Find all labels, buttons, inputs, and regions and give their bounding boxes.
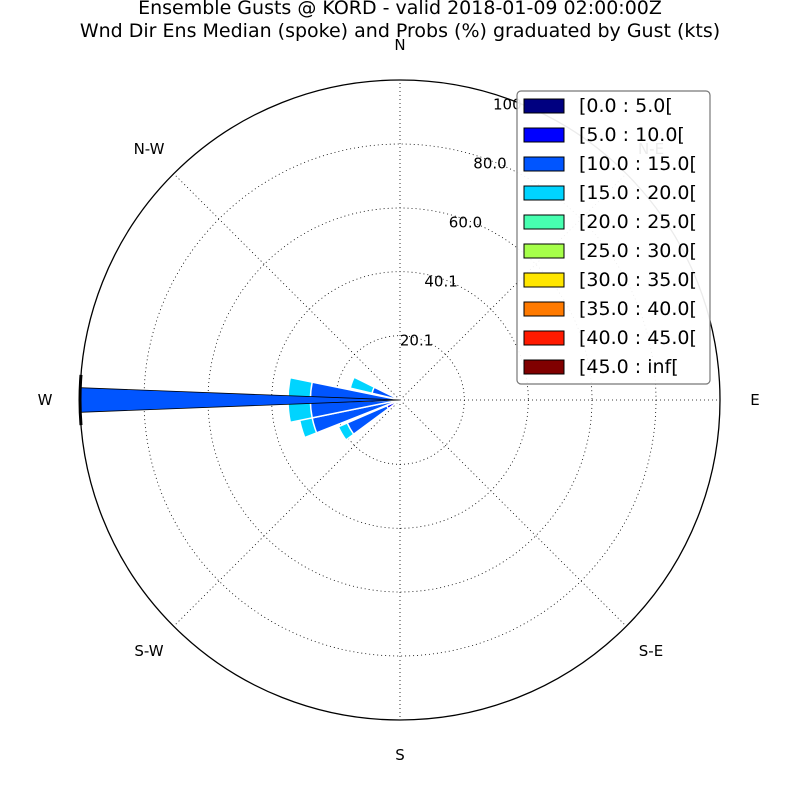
- legend-swatch: [523, 156, 565, 172]
- legend-label: [5.0 : 10.0[: [579, 124, 685, 146]
- chart-title: Ensemble Gusts @ KORD - valid 2018-01-09…: [138, 0, 662, 19]
- direction-label: E: [750, 391, 759, 409]
- legend-label: [0.0 : 5.0[: [579, 95, 673, 117]
- direction-label: W: [38, 391, 53, 409]
- legend-swatch: [523, 359, 565, 375]
- grid-spoke: [173, 399, 401, 627]
- legend-swatch: [523, 214, 565, 230]
- legend-swatch: [523, 185, 565, 201]
- chart-subtitle: Wnd Dir Ens Median (spoke) and Probs (%)…: [80, 20, 720, 42]
- rose-bar: [371, 386, 401, 401]
- direction-label: N: [394, 36, 405, 54]
- rose-bars: [287, 376, 401, 442]
- radial-tick-label: 60.0: [449, 214, 482, 232]
- legend-swatch: [523, 243, 565, 259]
- grid-spoke: [399, 399, 627, 627]
- radial-tick-label: 40.1: [424, 272, 457, 290]
- legend-label: [30.0 : 35.0[: [579, 269, 697, 291]
- legend-swatch: [523, 127, 565, 143]
- legend-swatch: [523, 98, 565, 114]
- polar-outer-circle: [79, 79, 721, 721]
- direction-label: S-E: [639, 642, 663, 660]
- legend-frame: [516, 90, 711, 385]
- legend-label: [20.0 : 25.0[: [579, 211, 697, 233]
- legend-label: [40.0 : 45.0[: [579, 327, 697, 349]
- grid-spoke: [173, 173, 401, 401]
- legend-swatch: [523, 272, 565, 288]
- legend-label: [15.0 : 20.0[: [579, 182, 697, 204]
- legend-label: [35.0 : 40.0[: [579, 298, 697, 320]
- legend-label: [45.0 : inf[: [579, 356, 679, 378]
- direction-label: N-W: [134, 140, 165, 158]
- radial-tick-label: 80.0: [473, 155, 506, 173]
- legend-label: [25.0 : 30.0[: [579, 240, 697, 262]
- direction-label: S-W: [134, 642, 163, 660]
- legend-swatch: [523, 301, 565, 317]
- grid-spoke: [399, 173, 627, 401]
- direction-label: S: [395, 746, 405, 764]
- legend-label: [10.0 : 15.0[: [579, 153, 697, 175]
- radial-tick-label: 20.1: [400, 332, 433, 350]
- legend-swatch: [523, 330, 565, 346]
- rose-bar: [346, 399, 401, 436]
- legend: [0.0 : 5.0[ [5.0 : 10.0[ [10.0 : 15.0[ [15.…: [516, 90, 711, 385]
